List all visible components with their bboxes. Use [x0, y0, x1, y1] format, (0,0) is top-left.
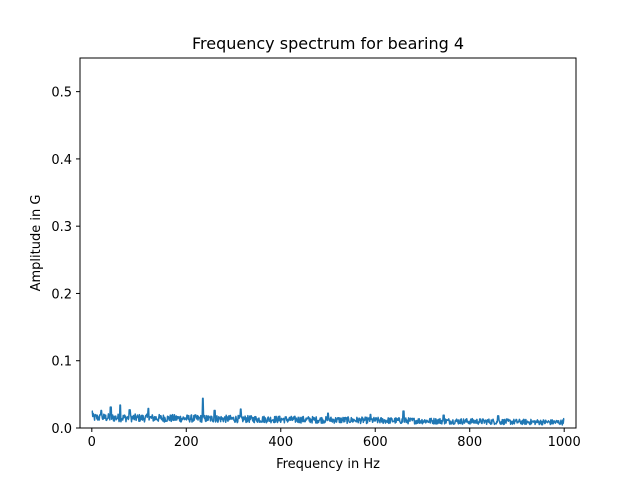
x-axis: 0 200 400 600 800 1000: [88, 428, 581, 450]
chart-title: Frequency spectrum for bearing 4: [192, 34, 464, 53]
y-axis: 0.0 0.1 0.2 0.3 0.4 0.5: [51, 86, 80, 437]
y-tick-label: 0.1: [51, 355, 72, 370]
x-tick-label: 600: [363, 435, 388, 450]
spectrum-series-line: [91, 397, 565, 426]
plot-area-frame: [79, 57, 577, 429]
y-tick-label: 0.2: [51, 287, 72, 302]
y-tick-label: 0.4: [51, 153, 72, 168]
y-tick-label: 0.3: [51, 220, 72, 235]
x-axis-label: Frequency in Hz: [276, 457, 380, 472]
x-tick-label: 400: [268, 435, 293, 450]
x-tick-label: 200: [174, 435, 199, 450]
y-axis-label: Amplitude in G: [29, 195, 44, 292]
x-tick-label: 0: [88, 435, 96, 450]
x-tick-label: 800: [457, 435, 482, 450]
y-tick-label: 0.5: [51, 86, 72, 101]
y-tick-label: 0.0: [51, 422, 72, 437]
x-tick-label: 1000: [548, 435, 581, 450]
